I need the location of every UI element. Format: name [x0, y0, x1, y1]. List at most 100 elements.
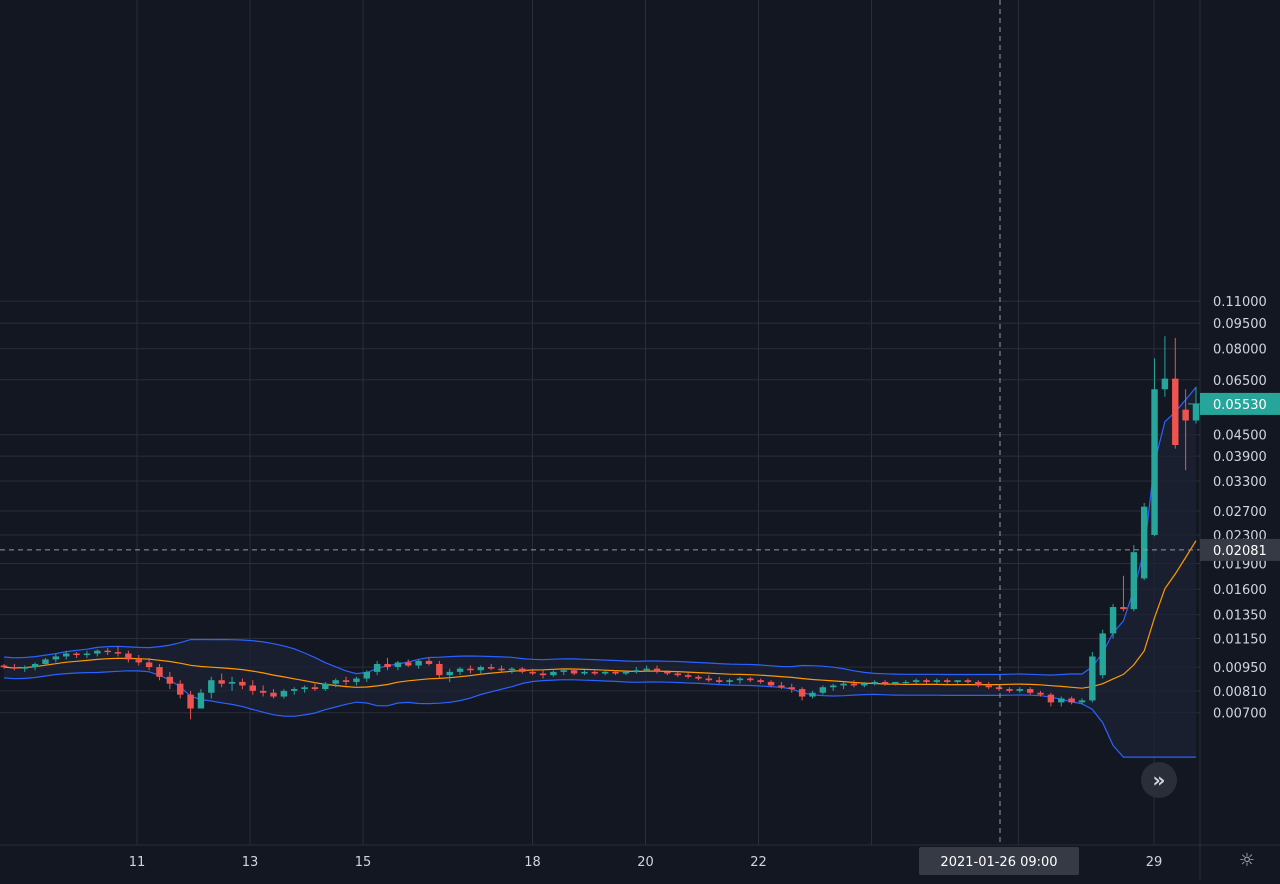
price-tick-label: 0.09500 — [1213, 317, 1267, 332]
candle-down — [1182, 389, 1189, 471]
candle-down — [684, 671, 692, 679]
candle-up — [280, 689, 288, 699]
candle-body — [259, 690, 267, 693]
candle-body — [591, 671, 599, 674]
candle-up — [31, 662, 39, 671]
candle-body — [1151, 389, 1158, 535]
candle-up — [83, 650, 91, 658]
candle-up — [353, 676, 360, 686]
candle-body — [601, 671, 609, 674]
scroll-to-realtime-button[interactable]: » — [1141, 762, 1177, 798]
candle-body — [1192, 403, 1200, 421]
candle-down — [249, 680, 256, 695]
candle-body — [1016, 689, 1024, 691]
candle-up — [840, 681, 847, 690]
time-tick-label: 22 — [750, 855, 767, 870]
candle-up — [52, 653, 60, 663]
candle-body — [1109, 607, 1117, 634]
candle-down — [145, 657, 153, 671]
candle-body — [809, 692, 816, 697]
candle-up — [933, 678, 941, 684]
candle-up — [1130, 545, 1138, 612]
candle-down — [176, 680, 184, 699]
candle-body — [881, 681, 889, 684]
candle-up — [643, 665, 650, 672]
time-tick-label: 29 — [1146, 855, 1163, 870]
candle-body — [104, 650, 111, 653]
candle-body — [456, 668, 464, 672]
candle-up — [197, 689, 205, 709]
candle-body — [125, 653, 132, 660]
candle-body — [477, 667, 485, 671]
candle-body — [425, 660, 433, 664]
candle-body — [747, 678, 754, 681]
candle-body — [373, 663, 381, 672]
crosshair-price-label: 0.02081 — [1213, 544, 1267, 559]
settings-button[interactable]: ☼ — [1236, 850, 1258, 872]
candle-up — [508, 667, 516, 674]
time-tick-label: 15 — [355, 855, 372, 870]
candle-body — [653, 668, 661, 672]
time-tick-label: 11 — [129, 855, 146, 870]
candle-down — [425, 657, 433, 666]
candle-down — [850, 680, 858, 688]
last-price-badge — [1200, 392, 1280, 415]
time-tick-label: 18 — [524, 855, 541, 870]
candle-body — [643, 668, 650, 671]
candle-down — [1037, 690, 1044, 697]
candle-down — [311, 683, 319, 691]
candle-down — [104, 647, 111, 655]
candle-body — [384, 663, 391, 668]
candle-up — [819, 685, 827, 695]
candle-body — [83, 653, 91, 655]
candle-up — [415, 659, 422, 669]
time-axis[interactable]: 11 13 15 18 20 22 29 — [129, 855, 1163, 870]
candle-body — [11, 667, 18, 669]
candle-down — [0, 663, 8, 669]
candle-down — [259, 685, 267, 697]
candle-body — [736, 678, 744, 681]
candle-down — [944, 678, 951, 684]
candle-down — [519, 667, 526, 674]
candle-up — [1058, 696, 1065, 707]
candle-down — [612, 670, 619, 676]
price-tick-label: 0.04500 — [1213, 429, 1267, 444]
candle-up — [622, 671, 630, 676]
candle-down — [166, 671, 174, 690]
candle-body — [798, 689, 806, 697]
candle-body — [705, 678, 713, 681]
candle-body — [394, 662, 402, 668]
candle-down — [1026, 687, 1034, 695]
price-tick-label: 0.01350 — [1213, 609, 1267, 624]
candle-down — [487, 663, 495, 671]
candle-down — [11, 663, 18, 671]
candle-down — [239, 678, 246, 690]
candle-body — [176, 683, 184, 695]
candle-body — [1058, 698, 1065, 703]
candle-up — [373, 660, 381, 676]
candle-body — [830, 685, 837, 688]
price-tick-label: 0.02700 — [1213, 505, 1267, 520]
time-tick-label: 13 — [242, 855, 259, 870]
candle-body — [581, 671, 588, 674]
candle-body — [187, 694, 194, 709]
candle-body — [197, 692, 205, 709]
candle-body — [467, 668, 474, 671]
candle-down — [539, 670, 547, 679]
candle-up — [1099, 629, 1106, 679]
price-axis[interactable]: 0.11000 0.09500 0.08000 0.06500 0.04500 0.039… — [1213, 295, 1267, 722]
last-price-label: 0.05530 — [1213, 398, 1267, 413]
candle-body — [861, 683, 868, 686]
candle-up — [322, 681, 329, 691]
gear-icon: ☼ — [1238, 850, 1256, 871]
candle-down — [218, 673, 225, 688]
candle-body — [944, 680, 951, 682]
basis-line — [3, 540, 1197, 689]
candle-body — [684, 675, 692, 677]
candle-down — [995, 685, 1003, 691]
price-tick-label: 0.08000 — [1213, 343, 1267, 358]
candle-body — [715, 680, 723, 682]
